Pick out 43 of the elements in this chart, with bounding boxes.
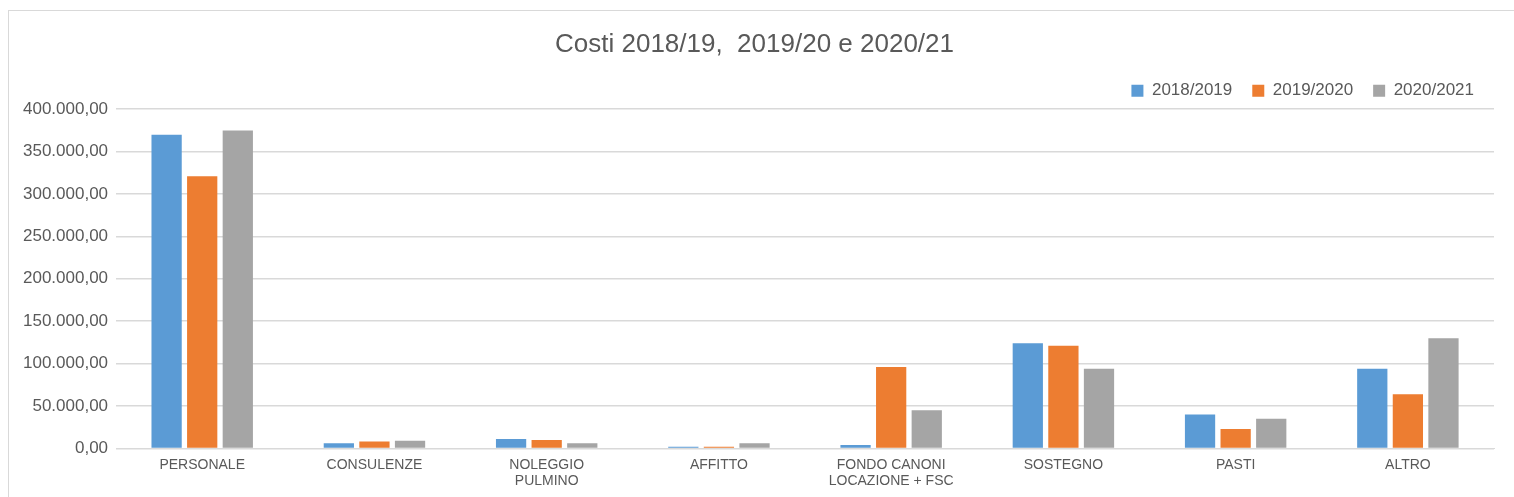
bar xyxy=(222,130,253,448)
bar xyxy=(1256,418,1287,448)
bar xyxy=(1428,338,1459,448)
y-tick-label: 150.000,00 xyxy=(22,310,109,330)
x-tick-label: PERSONALE xyxy=(159,455,245,472)
bar xyxy=(394,440,426,448)
bar xyxy=(739,443,770,448)
x-tick-label: ALTRO xyxy=(1385,455,1431,472)
bar xyxy=(151,134,182,448)
bar xyxy=(567,443,598,448)
y-tick-label: 400.000,00 xyxy=(22,98,109,118)
bar xyxy=(840,445,871,448)
y-tick-label: 100.000,00 xyxy=(22,353,109,373)
chart-title: Costi 2018/19, 2019/20 e 2020/21 xyxy=(555,27,954,58)
bar xyxy=(1048,345,1079,448)
x-tick-label: NOLEGGIO PULMINO xyxy=(509,455,585,489)
y-tick-label: 200.000,00 xyxy=(22,268,109,288)
bar xyxy=(531,439,562,448)
y-tick-label: 350.000,00 xyxy=(22,141,109,161)
x-tick-label: FONDO CANONI LOCAZIONE + FSC xyxy=(828,455,954,489)
legend-label: 2018/2019 xyxy=(1151,80,1233,100)
x-tick-label: PASTI xyxy=(1215,455,1256,472)
y-tick-label: 250.000,00 xyxy=(22,226,109,246)
x-tick-label: SOSTEGNO xyxy=(1023,455,1104,472)
bar xyxy=(359,441,390,448)
bar xyxy=(1184,414,1216,448)
y-tick-label: 0,00 xyxy=(74,438,109,458)
bar xyxy=(323,443,354,448)
y-tick-label: 300.000,00 xyxy=(22,183,109,203)
x-tick-label: CONSULENZE xyxy=(326,455,423,472)
bar xyxy=(1083,368,1115,448)
bar xyxy=(911,410,942,448)
bar xyxy=(1392,394,1424,448)
legend-label: 2020/2021 xyxy=(1393,80,1475,100)
y-tick-label: 50.000,00 xyxy=(32,395,109,415)
bar xyxy=(1220,428,1251,448)
bar xyxy=(876,366,907,448)
bar xyxy=(1357,368,1388,448)
bar xyxy=(495,439,527,448)
legend-label: 2019/2020 xyxy=(1272,80,1354,100)
bar xyxy=(187,176,218,448)
bar xyxy=(1012,343,1043,448)
x-tick-label: AFFITTO xyxy=(689,455,749,472)
